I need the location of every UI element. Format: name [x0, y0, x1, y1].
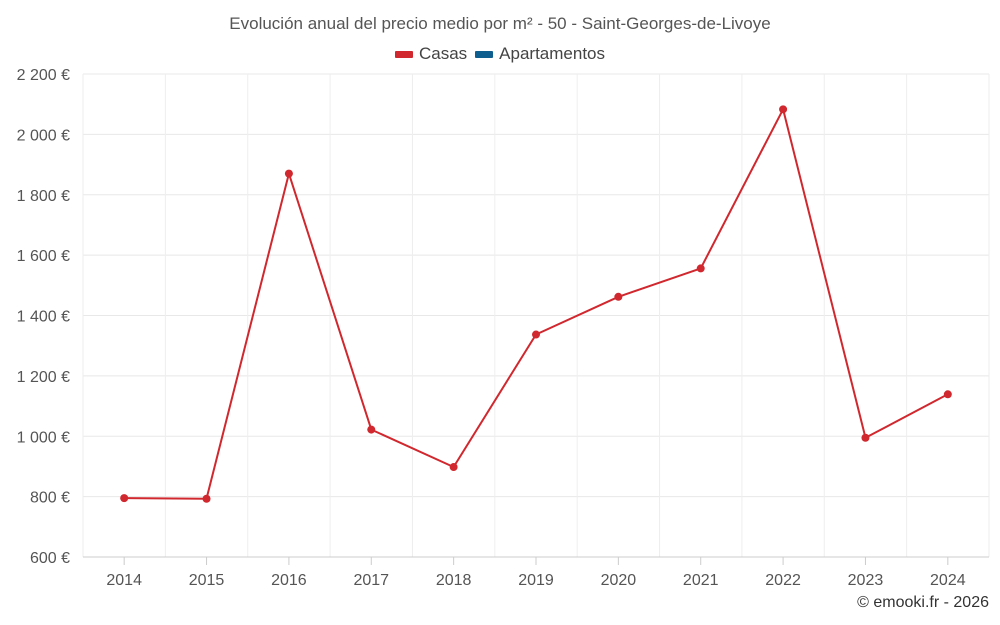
x-tick-label: 2015 — [189, 572, 225, 589]
legend-swatch-apartamentos — [475, 50, 494, 58]
y-tick-label: 600 € — [30, 550, 70, 567]
x-tick-label: 2018 — [436, 572, 472, 589]
data-point — [696, 264, 705, 273]
x-tick-label: 2017 — [353, 572, 389, 589]
data-point — [367, 425, 376, 434]
y-tick-label: 1 200 € — [17, 369, 70, 386]
x-tick-label: 2014 — [106, 572, 142, 589]
data-point — [943, 390, 952, 399]
x-tick-label: 2016 — [271, 572, 307, 589]
data-point — [202, 494, 211, 503]
x-tick-label: 2024 — [930, 572, 966, 589]
y-tick-label: 800 € — [30, 490, 70, 507]
x-tick-label: 2021 — [683, 572, 719, 589]
y-tick-label: 1 000 € — [17, 429, 70, 446]
data-point — [284, 169, 293, 178]
chart-title: Evolución anual del precio medio por m² … — [229, 14, 771, 33]
legend-item-apartamentos[interactable]: Apartamentos — [475, 44, 605, 64]
legend-swatch-casas — [394, 50, 413, 58]
data-point — [861, 433, 870, 442]
legend: Casas Apartamentos — [0, 44, 1000, 64]
y-tick-label: 2 200 € — [17, 67, 70, 84]
x-tick-label: 2022 — [765, 572, 801, 589]
y-tick-label: 1 400 € — [17, 309, 70, 326]
data-point — [449, 463, 458, 472]
x-tick-label: 2023 — [848, 572, 884, 589]
legend-label-casas: Casas — [418, 44, 468, 63]
y-tick-label: 2 000 € — [17, 127, 70, 144]
data-point — [120, 494, 129, 503]
credit-text: © emooki.fr - 2026 — [857, 594, 989, 611]
x-tick-label: 2019 — [518, 572, 554, 589]
x-tick-label: 2020 — [601, 572, 637, 589]
legend-label-apartamentos: Apartamentos — [499, 44, 606, 63]
legend-item-casas[interactable]: Casas — [394, 44, 468, 64]
y-tick-label: 1 600 € — [17, 248, 70, 265]
data-point — [779, 105, 788, 114]
y-tick-label: 1 800 € — [17, 188, 70, 205]
data-point — [614, 292, 623, 301]
data-point — [532, 330, 540, 339]
